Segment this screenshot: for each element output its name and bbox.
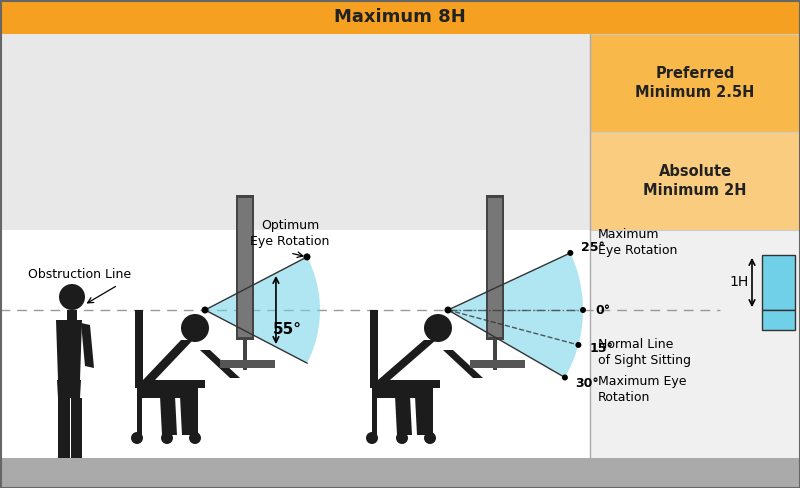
Circle shape: [575, 342, 582, 348]
Bar: [67, 310, 77, 320]
Polygon shape: [56, 320, 82, 380]
Text: 0°: 0°: [595, 304, 610, 317]
Bar: [370, 380, 440, 388]
Circle shape: [303, 253, 310, 261]
Polygon shape: [160, 396, 177, 435]
Bar: [370, 310, 378, 380]
Bar: [590, 132, 800, 230]
Bar: [762, 310, 795, 330]
Circle shape: [562, 374, 568, 381]
Polygon shape: [378, 340, 436, 380]
Bar: [470, 360, 525, 368]
Circle shape: [59, 284, 85, 310]
Bar: [493, 340, 497, 370]
Text: Maximum Eye
Rotation: Maximum Eye Rotation: [598, 375, 686, 404]
Circle shape: [424, 314, 452, 342]
Circle shape: [567, 250, 574, 256]
Bar: [428, 388, 433, 436]
Polygon shape: [395, 396, 412, 435]
Bar: [372, 388, 377, 436]
Polygon shape: [443, 350, 483, 378]
Circle shape: [181, 314, 209, 342]
Polygon shape: [238, 198, 252, 337]
Bar: [137, 388, 142, 436]
Wedge shape: [448, 253, 583, 378]
Bar: [0, 34, 590, 230]
Bar: [0, 230, 590, 458]
Circle shape: [445, 306, 451, 313]
Circle shape: [580, 307, 586, 313]
Bar: [0, 0, 800, 34]
Polygon shape: [57, 380, 81, 398]
Polygon shape: [180, 396, 197, 435]
Polygon shape: [488, 198, 502, 337]
Bar: [135, 380, 205, 388]
Polygon shape: [143, 340, 193, 380]
Polygon shape: [81, 323, 94, 368]
Text: 1H: 1H: [730, 276, 749, 289]
Text: 30°: 30°: [575, 377, 599, 390]
Circle shape: [189, 432, 201, 444]
Polygon shape: [58, 398, 70, 458]
Text: Absolute
Minimum 2H: Absolute Minimum 2H: [643, 163, 746, 199]
Circle shape: [366, 432, 378, 444]
Text: Normal Line
of Sight Sitting: Normal Line of Sight Sitting: [598, 339, 691, 367]
Text: Optimum
Eye Rotation: Optimum Eye Rotation: [250, 219, 330, 248]
Bar: [193, 388, 198, 436]
Circle shape: [424, 432, 436, 444]
Bar: [590, 34, 800, 132]
Circle shape: [131, 432, 143, 444]
Polygon shape: [486, 195, 504, 340]
Bar: [220, 360, 275, 368]
Text: Preferred
Minimum 2.5H: Preferred Minimum 2.5H: [635, 65, 754, 101]
Bar: [590, 230, 800, 458]
Wedge shape: [205, 257, 320, 363]
Bar: [762, 255, 795, 310]
Text: 15°: 15°: [590, 342, 614, 355]
Polygon shape: [140, 380, 193, 398]
Polygon shape: [200, 350, 240, 378]
Text: Maximum
Eye Rotation: Maximum Eye Rotation: [598, 228, 678, 258]
Circle shape: [161, 432, 173, 444]
Polygon shape: [71, 398, 82, 458]
Text: Maximum 8H: Maximum 8H: [334, 8, 466, 26]
Bar: [135, 310, 143, 380]
Text: 55°: 55°: [273, 323, 302, 338]
Polygon shape: [375, 380, 428, 398]
Text: Obstruction Line: Obstruction Line: [28, 268, 131, 282]
Polygon shape: [236, 195, 254, 340]
Circle shape: [396, 432, 408, 444]
Bar: [243, 340, 247, 370]
Circle shape: [202, 306, 209, 313]
Bar: [0, 458, 800, 488]
Polygon shape: [415, 396, 432, 435]
Text: 25°: 25°: [582, 242, 605, 254]
